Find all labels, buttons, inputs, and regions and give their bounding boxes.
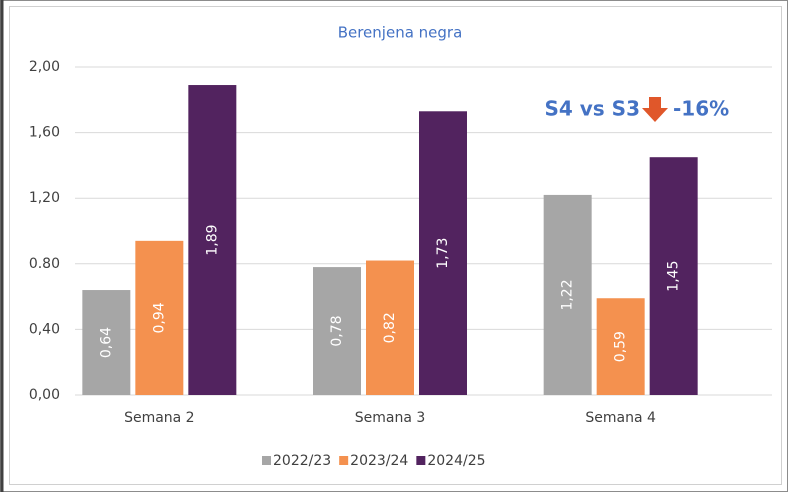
annotation: -16% [673,97,729,121]
value-label: 1,22 [560,279,576,310]
chart-title: Berenjena negra [338,24,463,42]
x-tick-label: Semana 4 [585,410,656,426]
annotation: S4 vs S3 [544,97,640,121]
y-tick-label: 2,00 [29,59,60,75]
value-label: 0,59 [613,331,629,362]
legend-swatch [416,456,426,465]
value-label: 1,73 [435,238,451,269]
legend-label: 2022/23 [273,453,331,469]
bar [188,85,237,395]
legend-swatch [339,456,349,465]
legend-label: 2023/24 [350,453,408,469]
value-label: 1,45 [666,261,682,292]
bar [596,298,645,395]
y-tick-label: 1,60 [29,125,60,141]
x-tick-label: Semana 2 [124,410,195,426]
value-label: 1,89 [204,224,220,255]
bar [419,111,467,395]
value-label: 0,64 [98,327,114,358]
down-arrow-icon [642,97,668,122]
y-tick-label: 1,20 [29,190,60,206]
bar [82,290,131,395]
bar [366,260,414,395]
y-tick-label: 0,00 [29,387,60,403]
legend-swatch [262,456,271,465]
bar [313,267,361,395]
legend-label: 2024/25 [427,453,485,469]
bar [135,240,184,395]
x-tick-label: Semana 3 [355,410,426,426]
bar [649,157,698,395]
bar [543,194,592,395]
y-tick-label: 0,40 [29,321,60,337]
y-tick-label: 0.80 [29,256,60,272]
value-label: 0,78 [329,315,345,346]
plot-frame [9,6,782,485]
value-label: 0,82 [382,312,398,343]
value-label: 0,94 [151,302,167,333]
